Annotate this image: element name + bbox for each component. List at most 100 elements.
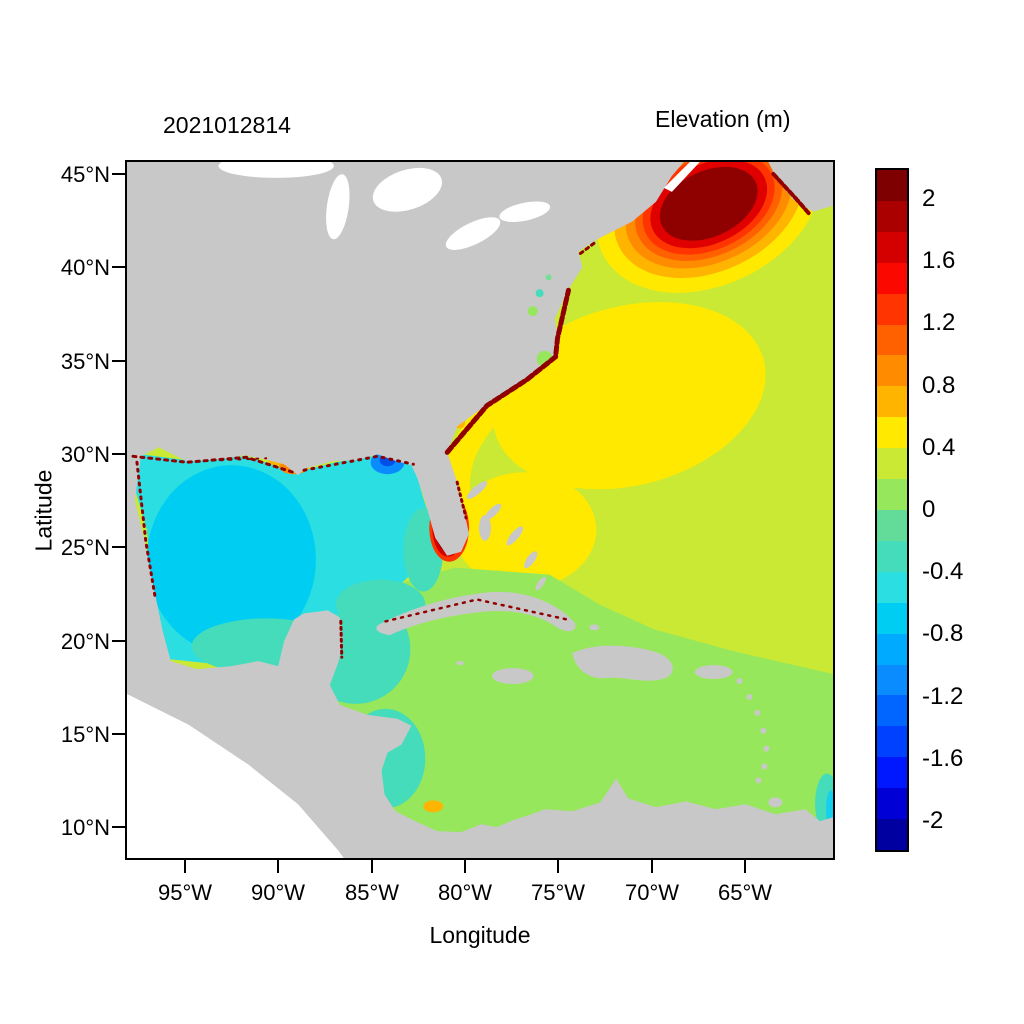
colorbar-segment <box>877 695 907 727</box>
x-tick-mark <box>744 860 746 873</box>
island-antilles <box>736 678 743 684</box>
x-tick-mark <box>651 860 653 873</box>
lake-erie <box>445 217 501 250</box>
panhandle-coast-speckle <box>302 454 415 472</box>
timestamp-title: 2021012814 <box>163 112 291 138</box>
y-tick-label: 10°N <box>60 815 110 840</box>
island-hispaniola <box>572 645 673 681</box>
land-north-central-south-america <box>127 162 833 858</box>
yucatan-coast-speckle <box>339 619 344 659</box>
colorbar-tick-label: 0.8 <box>922 371 956 399</box>
colorbar-segment <box>877 633 907 665</box>
colorbar-tick-label: -0.8 <box>922 620 964 648</box>
colorbar-segment <box>877 355 907 387</box>
colorbar <box>875 168 909 852</box>
island-cayman <box>456 661 465 666</box>
y-tick-label: 30°N <box>60 442 110 467</box>
y-tick-mark <box>112 173 125 175</box>
colorbar-title: Elevation (m) <box>655 106 791 132</box>
colorbar-tick-label: -2 <box>922 806 944 834</box>
colorbar-labels: 2 1.6 1.2 0.8 0.4 0 -0.4 -0.8 -1.2 -1.6 -2 <box>922 168 1012 852</box>
texas-mexico-coast-speckle <box>135 460 157 598</box>
coastal-speckle-group <box>131 171 812 659</box>
y-tick-mark <box>112 640 125 642</box>
x-tick-label: 70°W <box>624 880 680 905</box>
x-tick-mark <box>464 860 466 873</box>
island-jamaica <box>491 668 534 684</box>
x-tick-mark <box>277 860 279 873</box>
y-tick-mark <box>112 826 125 828</box>
colorbar-segment <box>877 479 907 510</box>
y-tick-mark <box>112 360 125 362</box>
colorbar-segment <box>877 170 907 201</box>
island-bahamas <box>479 514 491 541</box>
colorbar-tick-label: -0.4 <box>922 558 964 586</box>
lake-superior <box>218 162 334 178</box>
delaware-bay-cell <box>535 289 544 298</box>
estuary-cell <box>545 274 552 281</box>
island-bahamas <box>535 576 546 591</box>
st-lawrence-river <box>663 162 700 192</box>
x-tick-label: 80°W <box>437 880 493 905</box>
colorbar-segment <box>877 726 907 758</box>
x-tick-label: 95°W <box>157 880 213 905</box>
lake-huron <box>372 167 443 212</box>
y-tick-mark <box>112 453 125 455</box>
y-tick-mark <box>112 266 125 268</box>
colorbar-segment <box>877 324 907 356</box>
colorbar-segment <box>877 386 907 418</box>
cuba-coast-speckle <box>384 598 568 623</box>
colorbar-tick-label: 2 <box>922 185 936 213</box>
y-tick-label: 40°N <box>60 255 110 280</box>
y-tick-label: 45°N <box>60 162 110 187</box>
florida-east-coast-speckle <box>455 480 468 520</box>
gulf-deep-low <box>146 465 316 655</box>
colorbar-tick-label: 0.4 <box>922 433 956 461</box>
colorbar-segment <box>877 757 907 789</box>
colorbar-segment <box>877 509 907 541</box>
island-bahamas <box>524 551 538 569</box>
island-antilles <box>761 763 768 770</box>
colorbar-tick-label: 1.2 <box>922 309 956 337</box>
island-antilles <box>754 709 761 716</box>
island-puerto-rico <box>694 665 733 680</box>
x-tick-label: 75°W <box>530 880 586 905</box>
x-tick-label: 65°W <box>717 880 773 905</box>
colorbar-segment <box>877 231 907 263</box>
lake-michigan <box>326 174 350 240</box>
x-tick-mark <box>371 860 373 873</box>
y-tick-mark <box>112 546 125 548</box>
bahamas-high-patch <box>453 472 597 588</box>
colorbar-tick-label: 0 <box>922 496 936 523</box>
y-axis-label: Latitude <box>30 469 57 552</box>
x-tick-label: 90°W <box>250 880 306 905</box>
x-tick-mark <box>184 860 186 873</box>
colorbar-segment <box>877 602 907 634</box>
louisiana-coast-speckle <box>219 457 268 462</box>
island-turks <box>589 624 600 631</box>
island-cuba <box>376 591 576 636</box>
colorbar-tick-label: -1.6 <box>922 744 964 772</box>
map-plot <box>125 160 835 860</box>
pacific-blank-region <box>127 693 344 858</box>
x-axis-label: Longitude <box>429 922 531 948</box>
colorbar-tick-label: 1.6 <box>922 247 956 275</box>
colorbar-segment <box>877 448 907 480</box>
y-tick-label: 15°N <box>60 722 110 747</box>
x-tick-label: 85°W <box>344 880 400 905</box>
gulf-coast-speckle <box>131 454 298 475</box>
nova-scotia-coast-speckle <box>771 171 812 216</box>
colorbar-segment <box>877 664 907 696</box>
island-antilles <box>755 777 762 784</box>
chesapeake-cell <box>527 306 538 317</box>
colorbar-segment <box>877 540 907 572</box>
island-bahamas <box>484 503 502 521</box>
x-tick-mark <box>557 860 559 873</box>
island-bahamas <box>506 526 524 546</box>
y-tick-label: 20°N <box>60 629 110 654</box>
elevation-contour-map <box>127 162 833 858</box>
y-tick-label: 25°N <box>60 535 110 560</box>
island-antilles <box>760 727 767 734</box>
colorbar-tick-label: -1.2 <box>922 682 964 710</box>
island-trinidad <box>768 797 783 808</box>
